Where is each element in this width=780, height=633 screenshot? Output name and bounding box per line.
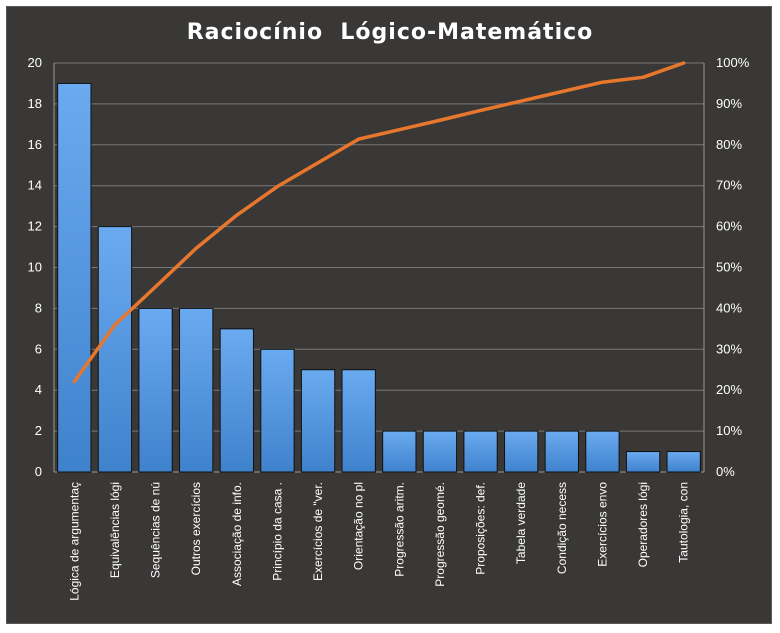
bar <box>138 307 173 473</box>
y-tick-label: 20 <box>28 55 42 70</box>
bar <box>422 430 458 473</box>
bar <box>666 451 701 473</box>
bar <box>625 451 661 473</box>
category-label: Condição necess <box>555 482 569 574</box>
category-label: Progressão aritm. <box>392 482 406 577</box>
category-label: Outros exercícios <box>189 482 203 575</box>
category-label: Tautologia, con <box>677 482 691 563</box>
y2-tick-label: 90% <box>716 96 742 111</box>
bar <box>219 328 254 473</box>
bar <box>544 430 579 473</box>
bar <box>504 430 539 473</box>
y-tick-label: 6 <box>35 341 42 356</box>
category-label: Equivalências lógi <box>108 482 122 578</box>
category-label: Tabela verdade <box>514 482 528 564</box>
y2-tick-label: 80% <box>716 137 742 152</box>
category-label: Lógica de argumentaç <box>67 482 81 601</box>
y-tick-label: 16 <box>28 137 42 152</box>
y-axis-right: 0% 10% 20% 30% 40% 50% 60% 70% 80% 90% 100% <box>716 55 750 479</box>
y-tick-label: 0 <box>35 464 42 479</box>
category-label: Princípio da casa . <box>270 482 284 581</box>
y-tick-label: 8 <box>35 300 42 315</box>
bar <box>382 430 417 473</box>
bar <box>57 82 92 473</box>
bar <box>463 430 498 473</box>
y2-tick-label: 40% <box>716 300 742 315</box>
category-label: Exercícios envo <box>595 482 609 567</box>
y-tick-label: 2 <box>35 423 42 438</box>
chart-frame: Raciocínio Lógico-Matemático 0 2 4 6 8 10 12 14… <box>6 6 772 624</box>
y-tick-label: 14 <box>28 178 42 193</box>
category-label: Progressão geomé. <box>433 482 447 587</box>
y2-tick-label: 50% <box>716 260 742 275</box>
bar <box>341 369 376 473</box>
chart-title: Raciocínio Lógico-Matemático <box>187 20 594 45</box>
y-tick-label: 18 <box>28 96 42 111</box>
category-label: Associação de info. <box>230 482 244 586</box>
category-label: Operadores lógi <box>636 482 650 567</box>
category-label: Sequências de nú <box>149 482 163 578</box>
y2-tick-label: 70% <box>716 178 742 193</box>
y-tick-label: 4 <box>35 382 42 397</box>
y2-tick-label: 0% <box>716 464 735 479</box>
y2-tick-label: 30% <box>716 341 742 356</box>
category-label: Proposições: def. <box>474 482 488 575</box>
y-tick-label: 10 <box>28 260 42 275</box>
bars <box>57 82 701 473</box>
category-label: Exercícios de "ver. <box>311 482 325 581</box>
x-axis-categories: Lógica de argumentaç Equivalências lógi Se… <box>67 482 690 601</box>
bar <box>585 430 620 473</box>
bar <box>97 226 133 473</box>
bar <box>179 307 214 473</box>
y2-tick-label: 10% <box>716 423 742 438</box>
y-tick-label: 12 <box>28 219 42 234</box>
y2-tick-label: 20% <box>716 382 742 397</box>
bar <box>300 369 336 473</box>
pareto-chart: Raciocínio Lógico-Matemático 0 2 4 6 8 10 12 14… <box>28 20 750 601</box>
bar <box>260 348 295 473</box>
category-label: Orientação no pl <box>352 482 366 570</box>
y2-tick-label: 100% <box>716 55 750 70</box>
y-axis-left: 0 2 4 6 8 10 12 14 16 18 20 <box>28 55 42 479</box>
y2-tick-label: 60% <box>716 219 742 234</box>
cumulative-line-path <box>72 61 686 384</box>
cumulative-line <box>72 61 686 384</box>
